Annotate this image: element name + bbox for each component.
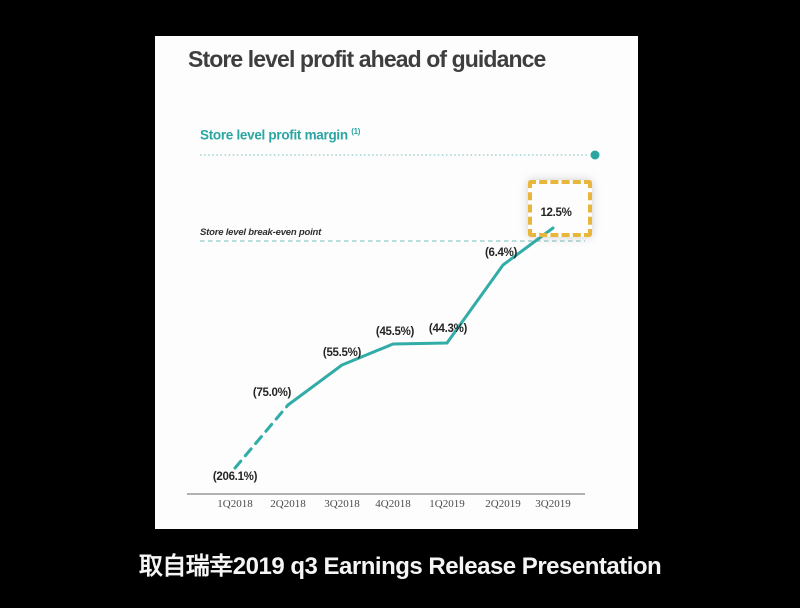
data-point-label-2Q2018: (75.0%) — [252, 387, 292, 399]
series-line-dashed-segment — [233, 403, 290, 470]
series-legend-label: Store level profit margin (1) — [200, 127, 360, 143]
breakeven-label: Store level break-even point — [200, 227, 322, 238]
data-point-label-2Q2019: (6.4%) — [484, 247, 518, 259]
profit-margin-chart — [187, 150, 600, 495]
x-tick-2Q2018: 2Q2018 — [270, 498, 306, 510]
data-point-label-4Q2018: (45.5%) — [375, 326, 415, 338]
data-point-label-1Q2019: (44.3%) — [428, 323, 468, 335]
x-tick-2Q2019: 2Q2019 — [485, 498, 521, 510]
data-point-label-1Q2018: (206.1%) — [212, 471, 258, 483]
highlight-dashed-box — [528, 180, 592, 237]
slide-card: Store level profit ahead of guidance Sto… — [155, 36, 638, 529]
source-caption: 取自瑞幸2019 q3 Earnings Release Presentatio… — [138, 553, 662, 580]
data-point-label-3Q2019: 12.5% — [540, 207, 572, 219]
x-tick-3Q2019: 3Q2019 — [535, 498, 571, 510]
x-tick-1Q2019: 1Q2019 — [429, 498, 465, 510]
x-tick-3Q2018: 3Q2018 — [324, 498, 360, 510]
footnote-marker: (1) — [351, 127, 361, 136]
series-legend-text: Store level profit margin — [200, 127, 348, 143]
legend-end-dot-icon — [590, 150, 600, 160]
x-tick-1Q2018: 1Q2018 — [217, 498, 253, 510]
series-line-solid-segment — [286, 226, 555, 407]
x-tick-4Q2018: 4Q2018 — [375, 498, 411, 510]
data-point-label-3Q2018: (55.5%) — [322, 347, 362, 359]
chart-title: Store level profit ahead of guidance — [188, 46, 546, 72]
